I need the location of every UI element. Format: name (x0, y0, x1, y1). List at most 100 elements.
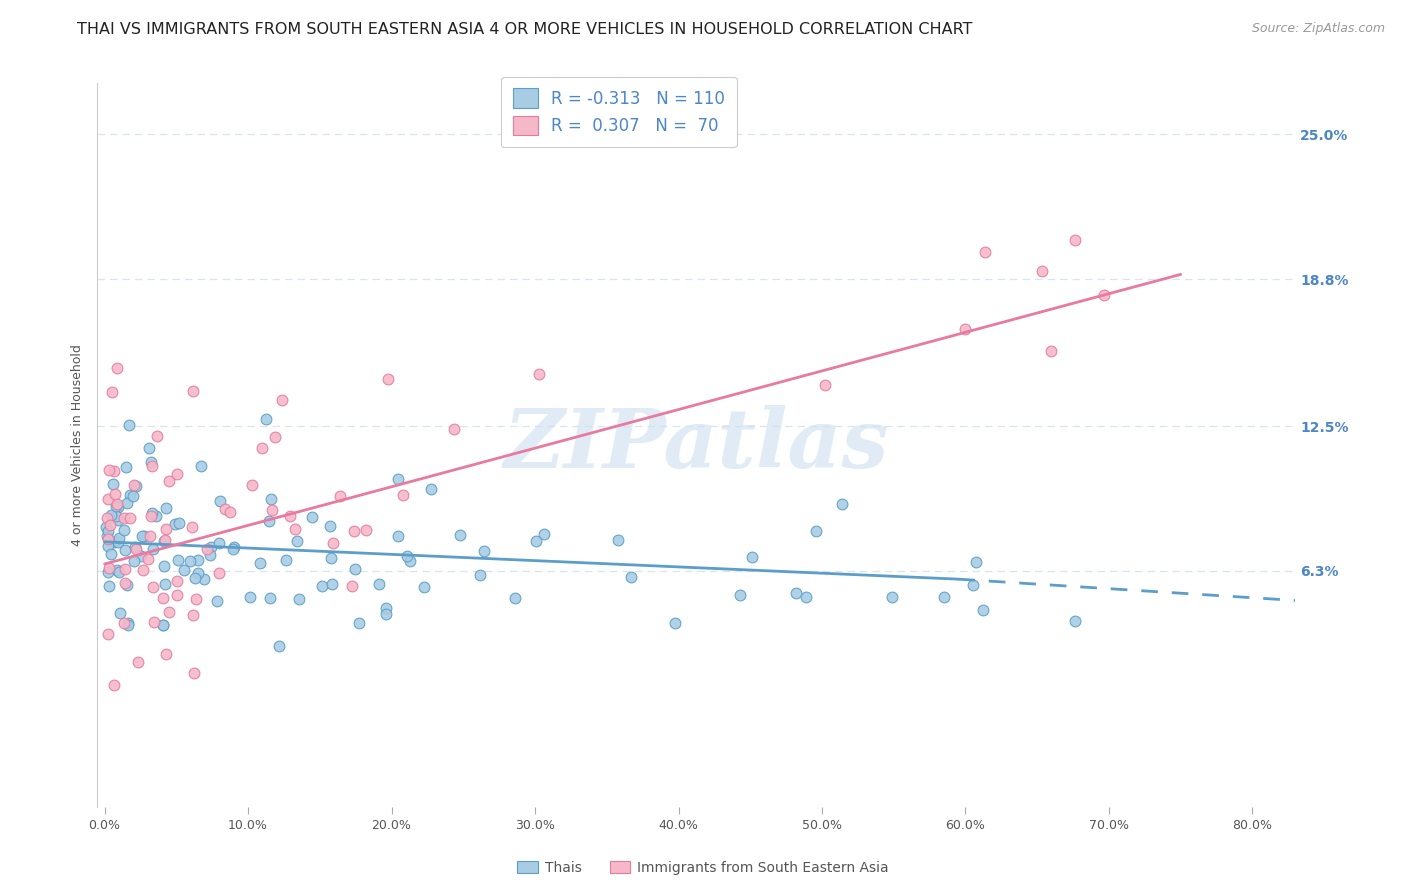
Point (259, 591, 281, 605)
Point (100, 547, 122, 561)
Point (145, 509, 167, 524)
Point (205, 594, 228, 608)
Point (342, 579, 364, 593)
Point (974, 244, 997, 259)
Point (142, 581, 165, 595)
Point (254, 412, 277, 426)
Point (142, 541, 165, 556)
Point (108, 607, 131, 621)
Point (374, 601, 396, 615)
Point (167, 516, 190, 531)
Point (122, 554, 145, 568)
Point (101, 476, 124, 491)
Point (131, 563, 153, 577)
Point (620, 569, 643, 583)
Point (1031, 263, 1053, 277)
Point (152, 617, 174, 632)
Point (153, 576, 176, 591)
Point (794, 590, 817, 604)
Point (127, 656, 149, 670)
Point (257, 514, 280, 528)
Point (114, 616, 136, 631)
Point (1064, 614, 1087, 628)
Point (214, 501, 236, 516)
Point (280, 508, 302, 523)
Point (972, 602, 994, 616)
Point (187, 566, 209, 580)
Point (288, 592, 311, 607)
Point (183, 665, 205, 680)
Point (831, 497, 853, 511)
Point (112, 510, 135, 524)
Point (101, 385, 124, 400)
Point (443, 422, 465, 436)
Point (97, 627, 120, 641)
Point (344, 562, 367, 576)
Point (322, 536, 344, 550)
Point (240, 478, 263, 492)
Point (524, 534, 547, 549)
Point (219, 505, 242, 519)
Point (239, 590, 262, 604)
Point (349, 616, 371, 631)
Point (103, 464, 125, 478)
Y-axis label: 4 or more Vehicles in Household: 4 or more Vehicles in Household (72, 344, 84, 546)
Point (200, 540, 222, 554)
Point (114, 576, 136, 591)
Point (141, 458, 163, 473)
Point (155, 533, 177, 548)
Point (114, 543, 136, 558)
Point (343, 524, 366, 538)
Legend: R = -0.313   N = 110, R =  0.307   N =  70: R = -0.313 N = 110, R = 0.307 N = 70 (501, 77, 737, 147)
Point (112, 523, 135, 537)
Point (533, 527, 555, 541)
Point (208, 494, 231, 508)
Point (157, 605, 180, 619)
Point (474, 544, 496, 558)
Point (449, 528, 471, 542)
Point (97, 463, 120, 477)
Point (105, 361, 128, 376)
Point (103, 678, 125, 692)
Point (1064, 233, 1087, 247)
Point (190, 458, 212, 473)
Point (527, 367, 550, 381)
Point (98, 518, 121, 533)
Point (141, 455, 163, 469)
Point (108, 566, 131, 580)
Point (166, 467, 188, 482)
Legend: Thais, Immigrants from South Eastern Asia: Thais, Immigrants from South Eastern Asi… (512, 855, 894, 880)
Point (131, 529, 153, 543)
Point (97, 492, 120, 507)
Point (104, 508, 127, 523)
Point (664, 615, 686, 630)
Point (153, 559, 176, 574)
Point (124, 540, 146, 554)
Point (606, 533, 628, 548)
Point (115, 578, 138, 592)
Point (142, 615, 165, 630)
Point (377, 372, 399, 386)
Point (107, 513, 129, 527)
Point (368, 577, 391, 591)
Point (1092, 287, 1115, 301)
Point (118, 510, 141, 524)
Point (260, 491, 283, 506)
Point (399, 554, 422, 568)
Point (387, 528, 409, 542)
Point (181, 384, 204, 398)
Text: ZIPatlas: ZIPatlas (503, 405, 889, 485)
Point (392, 488, 415, 502)
Point (97, 532, 120, 546)
Point (354, 524, 377, 538)
Point (249, 556, 271, 570)
Point (183, 571, 205, 585)
Point (152, 617, 174, 632)
Point (264, 430, 287, 444)
Point (139, 529, 162, 543)
Point (107, 534, 129, 549)
Point (94, 519, 117, 533)
Point (962, 578, 984, 592)
Point (129, 549, 152, 564)
Point (179, 554, 201, 568)
